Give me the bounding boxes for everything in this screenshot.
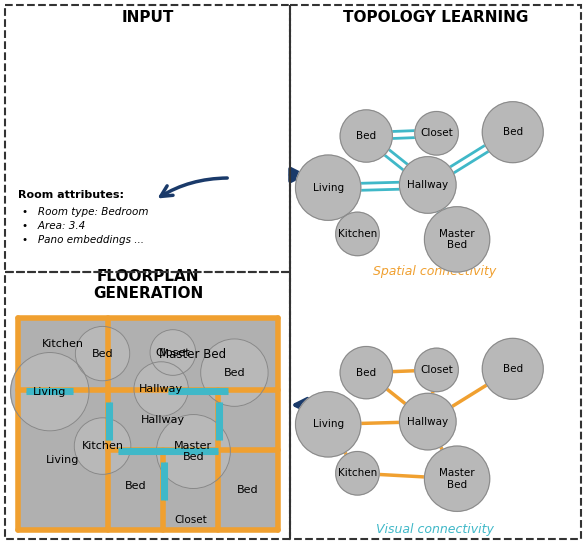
Circle shape (424, 207, 490, 272)
Text: Living: Living (33, 387, 66, 397)
Text: Living: Living (312, 419, 344, 429)
Text: Closet: Closet (420, 128, 453, 138)
Circle shape (295, 155, 361, 220)
Circle shape (74, 418, 131, 474)
Bar (108, 318, 278, 390)
Circle shape (295, 392, 361, 457)
Text: Room attributes:: Room attributes: (18, 190, 124, 200)
Circle shape (76, 326, 130, 381)
Circle shape (482, 102, 543, 163)
Bar (18, 390, 108, 530)
Text: Master Bed: Master Bed (159, 348, 227, 361)
Circle shape (156, 415, 230, 489)
Bar (18, 318, 108, 390)
Text: Kitchen: Kitchen (338, 229, 377, 239)
Bar (218, 390, 278, 530)
Bar (5, 272, 290, 539)
Text: Hallway: Hallway (407, 180, 448, 190)
Text: Bed: Bed (224, 368, 245, 378)
Circle shape (482, 338, 543, 399)
Circle shape (400, 393, 456, 450)
Text: •   Area: 3.4: • Area: 3.4 (22, 221, 85, 231)
Circle shape (336, 212, 379, 256)
Text: FLOORPLAN
GENERATION: FLOORPLAN GENERATION (93, 269, 203, 301)
Text: Master
Bed: Master Bed (440, 468, 475, 490)
Circle shape (340, 347, 393, 399)
Circle shape (340, 110, 393, 162)
Bar (5, 5, 290, 272)
Text: Bed: Bed (503, 364, 523, 374)
Text: Master
Bed: Master Bed (440, 228, 475, 250)
Text: Bed: Bed (92, 349, 113, 358)
Bar (108, 450, 163, 530)
Text: Living: Living (46, 455, 80, 465)
Circle shape (424, 446, 490, 511)
Bar (290, 5, 581, 539)
Text: Closet: Closet (155, 348, 190, 357)
Text: Hallway: Hallway (407, 417, 448, 426)
Text: Bed: Bed (356, 368, 376, 378)
Circle shape (150, 330, 196, 375)
Text: Living: Living (312, 183, 344, 193)
Text: Bed: Bed (356, 131, 376, 141)
Text: Kitchen: Kitchen (338, 468, 377, 478)
Text: Kitchen: Kitchen (81, 441, 124, 451)
Bar (163, 450, 218, 530)
Text: TOPOLOGY LEARNING: TOPOLOGY LEARNING (343, 10, 529, 26)
Text: INPUT: INPUT (122, 10, 174, 26)
Circle shape (415, 112, 458, 155)
Text: •   Room type: Bedroom: • Room type: Bedroom (22, 207, 148, 217)
Bar (108, 390, 218, 450)
Text: Closet: Closet (174, 515, 207, 525)
Text: Master
Bed: Master Bed (174, 441, 213, 462)
Text: Closet: Closet (420, 365, 453, 375)
Circle shape (415, 348, 458, 392)
Circle shape (134, 362, 188, 416)
Circle shape (400, 157, 456, 213)
Circle shape (11, 353, 89, 431)
Text: Bed: Bed (503, 127, 523, 137)
Bar (18, 318, 278, 530)
Text: Bed: Bed (237, 485, 259, 495)
Circle shape (200, 339, 268, 406)
Text: Visual connectivity: Visual connectivity (376, 523, 494, 536)
Text: Bed: Bed (125, 481, 146, 491)
Text: Spatial connectivity: Spatial connectivity (373, 265, 496, 279)
Text: •   Pano embeddings ...: • Pano embeddings ... (22, 235, 144, 245)
Text: Kitchen: Kitchen (42, 339, 84, 349)
Circle shape (336, 452, 379, 495)
Text: Hallway: Hallway (141, 415, 185, 425)
Text: Hallway: Hallway (139, 384, 183, 394)
